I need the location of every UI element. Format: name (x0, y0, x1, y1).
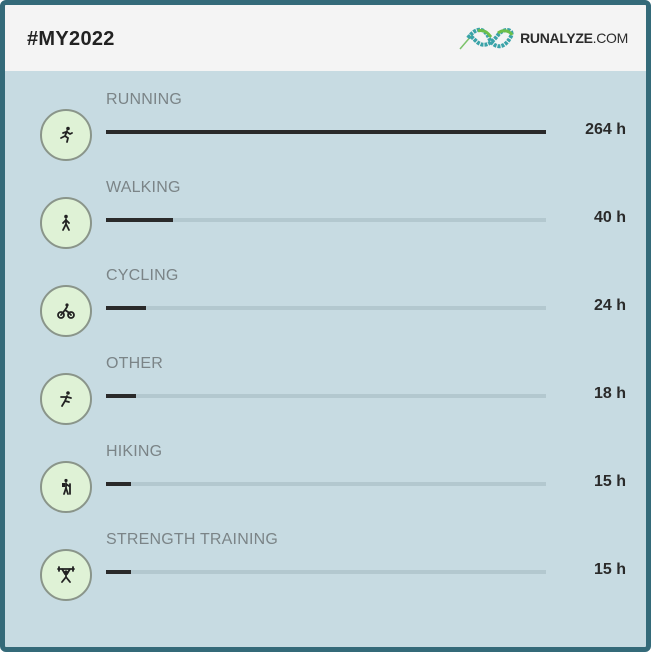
running-icon (40, 109, 92, 161)
activity-label: CYCLING (106, 267, 179, 284)
progress-bar (106, 482, 546, 486)
progress-fill (106, 306, 146, 310)
activity-row: CYCLING 24 h (5, 267, 646, 346)
activity-row: STRENGTH TRAINING 15 h (5, 531, 646, 610)
activity-row: OTHER 18 h (5, 355, 646, 434)
activity-hours: 18 h (593, 385, 626, 402)
activity-hours: 40 h (593, 209, 626, 226)
progress-bar (106, 218, 546, 222)
logo-text: RUNALYZE (520, 30, 593, 46)
activity-label: HIKING (106, 443, 163, 460)
logo-suffix: .COM (592, 30, 629, 46)
activity-label: OTHER (106, 355, 163, 372)
activity-hours: 24 h (593, 297, 626, 314)
progress-bar (106, 306, 546, 310)
activity-row: RUNNING 264 h (5, 91, 646, 170)
progress-bar (106, 130, 546, 134)
activity-label: WALKING (106, 179, 181, 196)
cycling-icon (40, 285, 92, 337)
activity-hours: 264 h (585, 121, 626, 138)
activity-hours: 15 h (593, 561, 626, 578)
activity-hours: 15 h (593, 473, 626, 490)
infinity-logo-icon (459, 27, 514, 50)
other-sport-icon (40, 373, 92, 425)
runalyze-logo[interactable]: RUNALYZE.COM (458, 25, 628, 51)
hiking-icon (40, 461, 92, 513)
page-title: #MY2022 (27, 28, 115, 50)
progress-fill (106, 394, 136, 398)
weightlifting-icon (40, 549, 92, 601)
header: #MY2022 RUNALYZE.COM (5, 5, 646, 71)
activity-label: RUNNING (106, 91, 183, 108)
walking-icon (40, 197, 92, 249)
progress-bar (106, 570, 546, 574)
progress-bar (106, 394, 546, 398)
progress-fill (106, 570, 131, 574)
activity-label: STRENGTH TRAINING (106, 531, 279, 548)
progress-fill (106, 218, 173, 222)
activity-row: WALKING 40 h (5, 179, 646, 258)
progress-fill (106, 482, 131, 486)
activity-row: HIKING 15 h (5, 443, 646, 522)
progress-fill (106, 130, 546, 134)
